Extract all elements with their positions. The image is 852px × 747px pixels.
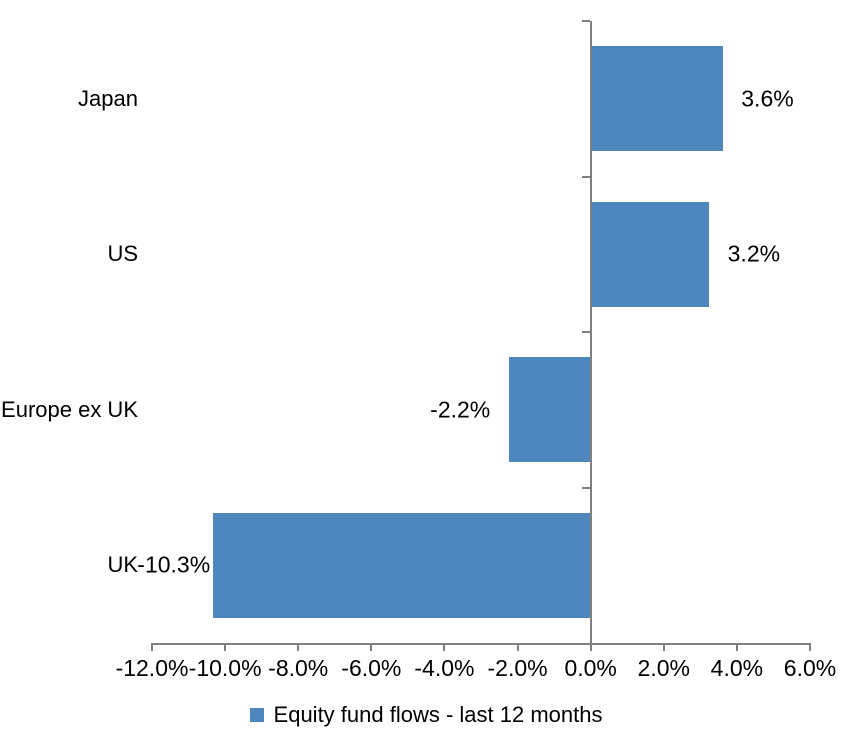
x-axis-tick-label: -6.0%: [341, 655, 402, 681]
x-axis-tick-label: 6.0%: [783, 655, 837, 681]
category-label: Japan: [78, 85, 138, 111]
data-label: -10.3%: [137, 551, 211, 578]
x-axis-tick-label: -2.0%: [487, 655, 548, 681]
x-axis-line: [151, 643, 811, 645]
x-axis-tick-label: -12.0%: [115, 655, 189, 681]
category-label: Europe ex UK: [1, 396, 138, 422]
x-axis-tick-label: -4.0%: [414, 655, 475, 681]
x-axis-tick: [809, 645, 811, 651]
bar: [213, 512, 590, 618]
x-axis-tick: [224, 645, 227, 651]
x-axis-tick-label: -8.0%: [268, 655, 329, 681]
x-axis-tick: [297, 645, 300, 651]
category-label: US: [107, 241, 138, 267]
category-label: UK: [107, 552, 138, 578]
data-label: 3.6%: [741, 85, 794, 112]
bar: [591, 46, 724, 152]
legend: Equity fund flows - last 12 months: [0, 702, 852, 728]
y-axis-tick: [581, 176, 590, 178]
y-axis-line: [589, 21, 592, 651]
y-axis-tick: [581, 331, 590, 333]
x-axis-tick-label: 0.0%: [564, 655, 617, 681]
data-label: 3.2%: [727, 240, 781, 267]
y-axis-tick: [581, 487, 590, 489]
x-axis-tick: [370, 645, 373, 651]
legend-marker-icon: [249, 708, 264, 722]
x-axis-tick: [151, 645, 153, 651]
x-axis-tick: [589, 645, 592, 651]
x-axis-tick: [443, 645, 446, 651]
x-axis-tick-label: 4.0%: [710, 655, 764, 681]
y-axis-tick: [581, 20, 590, 22]
x-axis-tick: [662, 645, 665, 651]
x-axis-tick-label: 2.0%: [637, 655, 690, 681]
legend-label: Equity fund flows - last 12 months: [273, 702, 603, 727]
x-axis-tick: [735, 645, 738, 651]
bar: [591, 201, 709, 307]
bar: [509, 357, 590, 463]
x-axis-tick-label: -10.0%: [188, 655, 262, 681]
data-label: -2.2%: [430, 396, 491, 423]
x-axis-tick: [516, 645, 519, 651]
